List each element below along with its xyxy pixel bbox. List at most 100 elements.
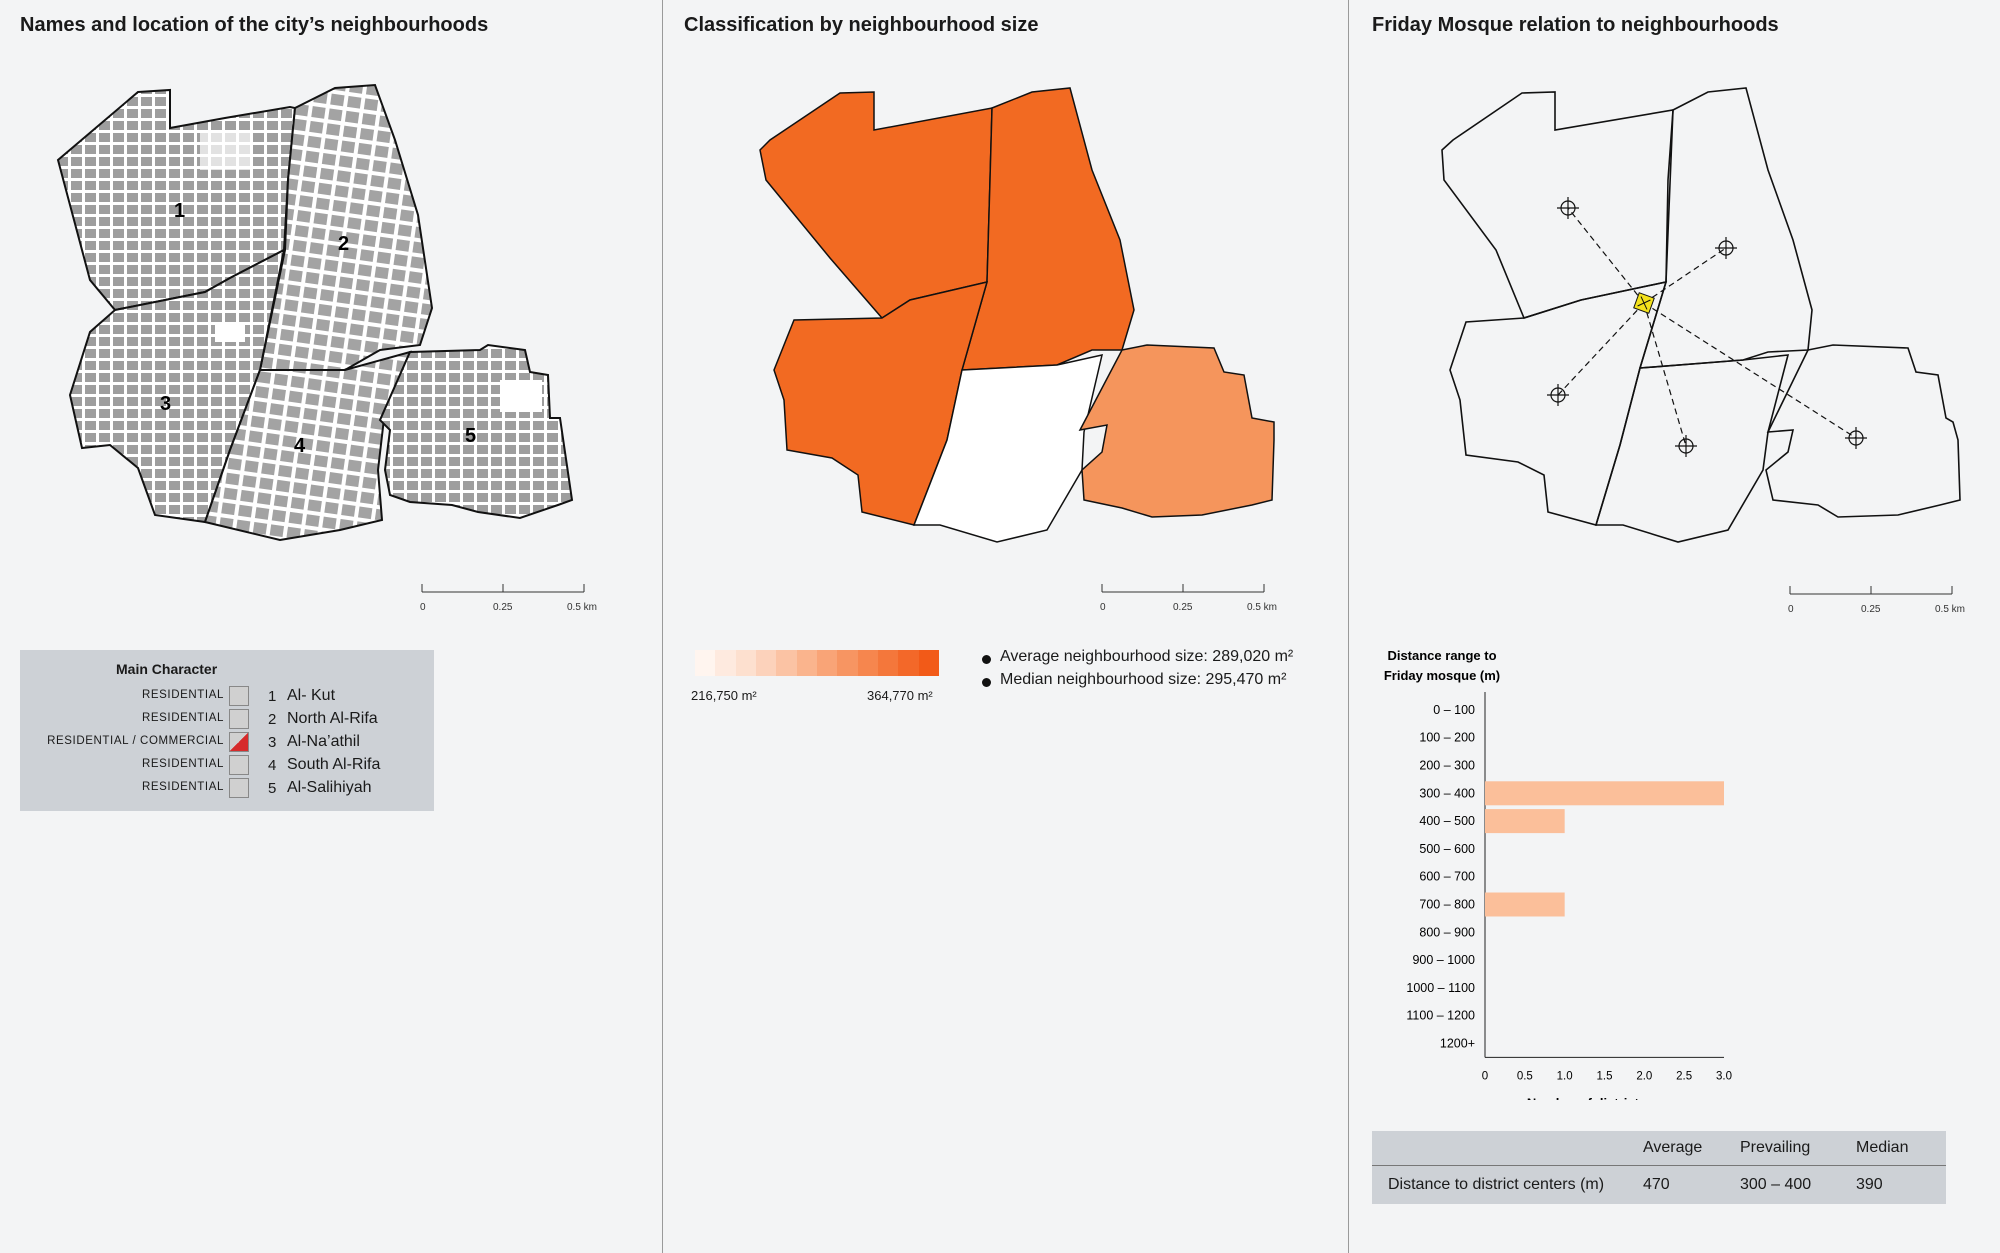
scale-tick-025: 0.25 (1173, 602, 1193, 613)
legend-row: RESIDENTIAL / COMMERCIAL 3 Al-Na’athil (20, 731, 434, 754)
neighbourhood-names-map: 1 2 3 4 5 (0, 0, 662, 560)
legend-character: RESIDENTIAL (142, 689, 224, 701)
x-tick-label: 2.0 (1636, 1070, 1652, 1082)
scale-tick-025: 0.25 (493, 602, 513, 613)
scale-bar-size: 0 0.25 0.5 km (1090, 578, 1290, 618)
distance-line-2 (1644, 248, 1726, 303)
x-tick-label: 0 (1482, 1070, 1488, 1082)
distance-summary-table: Average Prevailing Median Distance to di… (1372, 1131, 1946, 1204)
scale-bar-mosque: 0 0.25 0.5 km (1778, 580, 1978, 620)
map-label-5: 5 (465, 425, 476, 447)
legend-number: 3 (268, 734, 276, 751)
table-header-row: Average Prevailing Median (1372, 1131, 1946, 1166)
size-min-label: 216,750 m² (691, 688, 757, 703)
map-label-1: 1 (174, 200, 185, 222)
legend-swatch (229, 755, 249, 775)
y-tick-label: 700 – 800 (1419, 898, 1475, 912)
legend-name: Al-Salihiyah (287, 779, 371, 797)
y-tick-label: 600 – 700 (1419, 870, 1475, 884)
x-tick-label: 0.5 (1517, 1070, 1533, 1082)
x-tick-label: 3.0 (1716, 1070, 1732, 1082)
y-tick-label: 400 – 500 (1419, 814, 1475, 828)
district-center-icon (1845, 427, 1867, 449)
bar-400500 (1485, 809, 1565, 833)
scale-tick-05: 0.5 km (567, 602, 597, 613)
distance-line-5 (1644, 303, 1856, 438)
table-cell-prevailing: 300 – 400 (1740, 1166, 1856, 1205)
map-label-3: 3 (160, 393, 171, 415)
legend-character: RESIDENTIAL (142, 758, 224, 770)
y-tick-label: 200 – 300 (1419, 759, 1475, 773)
median-size-stat: Median neighbourhood size: 295,470 m² (980, 671, 1293, 694)
legend-swatch (229, 778, 249, 798)
scale-tick-05: 0.5 km (1247, 602, 1277, 613)
table-header-average: Average (1643, 1131, 1740, 1166)
x-tick-label: 2.5 (1676, 1070, 1692, 1082)
chart-title-line-2: Friday mosque (m) (1384, 668, 1500, 683)
district-center-markers (1547, 197, 1867, 457)
scale-bar-names: 0 0.25 0.5 km (410, 578, 610, 618)
table-row: Distance to district centers (m) 470 300… (1372, 1166, 1946, 1205)
size-statistics: Average neighbourhood size: 289,020 m² M… (980, 648, 1293, 694)
legend-name: North Al-Rifa (287, 710, 378, 728)
legend-character: RESIDENTIAL / COMMERCIAL (47, 735, 224, 747)
legend-number: 1 (268, 688, 276, 705)
legend-name: Al-Na’athil (287, 733, 360, 751)
legend-number: 5 (268, 780, 276, 797)
y-tick-label: 1000 – 1100 (1406, 981, 1475, 995)
scale-tick-0: 0 (1788, 604, 1794, 615)
x-tick-label: 1.0 (1557, 1070, 1573, 1082)
scale-tick-025: 0.25 (1861, 604, 1881, 615)
mosque-district-5 (1766, 345, 1960, 517)
distance-line-3 (1558, 303, 1644, 395)
legend-row: RESIDENTIAL 2 North Al-Rifa (20, 708, 434, 731)
district-center-icon (1675, 435, 1697, 457)
main-character-legend: Main Character RESIDENTIAL 1 Al- Kut RES… (20, 650, 434, 811)
legend-name: South Al-Rifa (287, 756, 380, 774)
table-cell-average: 470 (1643, 1166, 1740, 1205)
scale-tick-05: 0.5 km (1935, 604, 1965, 615)
legend-number: 2 (268, 711, 276, 728)
legend-row: RESIDENTIAL 5 Al-Salihiyah (20, 777, 434, 800)
y-tick-label: 0 – 100 (1433, 703, 1475, 717)
legend-row: RESIDENTIAL 4 South Al-Rifa (20, 754, 434, 777)
distance-line-4 (1644, 303, 1686, 446)
legend-character: RESIDENTIAL (142, 781, 224, 793)
mosque-district-2 (1640, 88, 1812, 368)
x-tick-label: 1.5 (1597, 1070, 1613, 1082)
table-header-empty (1372, 1131, 1643, 1166)
scale-tick-0: 0 (1100, 602, 1106, 613)
legend-character: RESIDENTIAL (142, 712, 224, 724)
x-axis-label: Number of districts (1527, 1095, 1646, 1100)
neighbourhood-size-map (662, 0, 1348, 560)
y-tick-label: 500 – 600 (1419, 842, 1475, 856)
map-label-4: 4 (294, 435, 306, 457)
y-tick-label: 900 – 1000 (1412, 953, 1475, 967)
bar-300400 (1485, 781, 1724, 805)
size-gradient-legend: 216,750 m² 364,770 m² (695, 650, 939, 676)
table-cell-label: Distance to district centers (m) (1372, 1166, 1643, 1205)
friday-mosque-map (1348, 0, 2000, 560)
table-cell-median: 390 (1856, 1166, 1946, 1205)
y-tick-label: 800 – 900 (1419, 925, 1475, 939)
size-district-1 (760, 92, 992, 318)
y-tick-label: 1100 – 1200 (1406, 1009, 1475, 1023)
chart-title-line-1: Distance range to (1387, 648, 1496, 663)
size-gradient-bar (695, 650, 939, 676)
district-center-icon (1715, 237, 1737, 259)
legend-swatch (229, 686, 249, 706)
y-tick-label: 100 – 200 (1419, 731, 1475, 745)
table-header-median: Median (1856, 1131, 1946, 1166)
scale-tick-0: 0 (420, 602, 426, 613)
table-header-prevailing: Prevailing (1740, 1131, 1856, 1166)
legend-title: Main Character (116, 661, 217, 677)
mosque-district-1 (1442, 92, 1673, 318)
legend-name: Al- Kut (287, 687, 335, 705)
y-tick-label: 300 – 400 (1419, 786, 1475, 800)
legend-swatch-commercial (229, 732, 249, 752)
y-tick-label: 1200+ (1440, 1037, 1475, 1051)
distance-bar-chart: Distance range to Friday mosque (m) 0 – 10… (1372, 640, 1792, 1100)
map-label-2: 2 (338, 233, 349, 255)
district-center-icon (1557, 197, 1579, 219)
bar-700800 (1485, 893, 1565, 917)
